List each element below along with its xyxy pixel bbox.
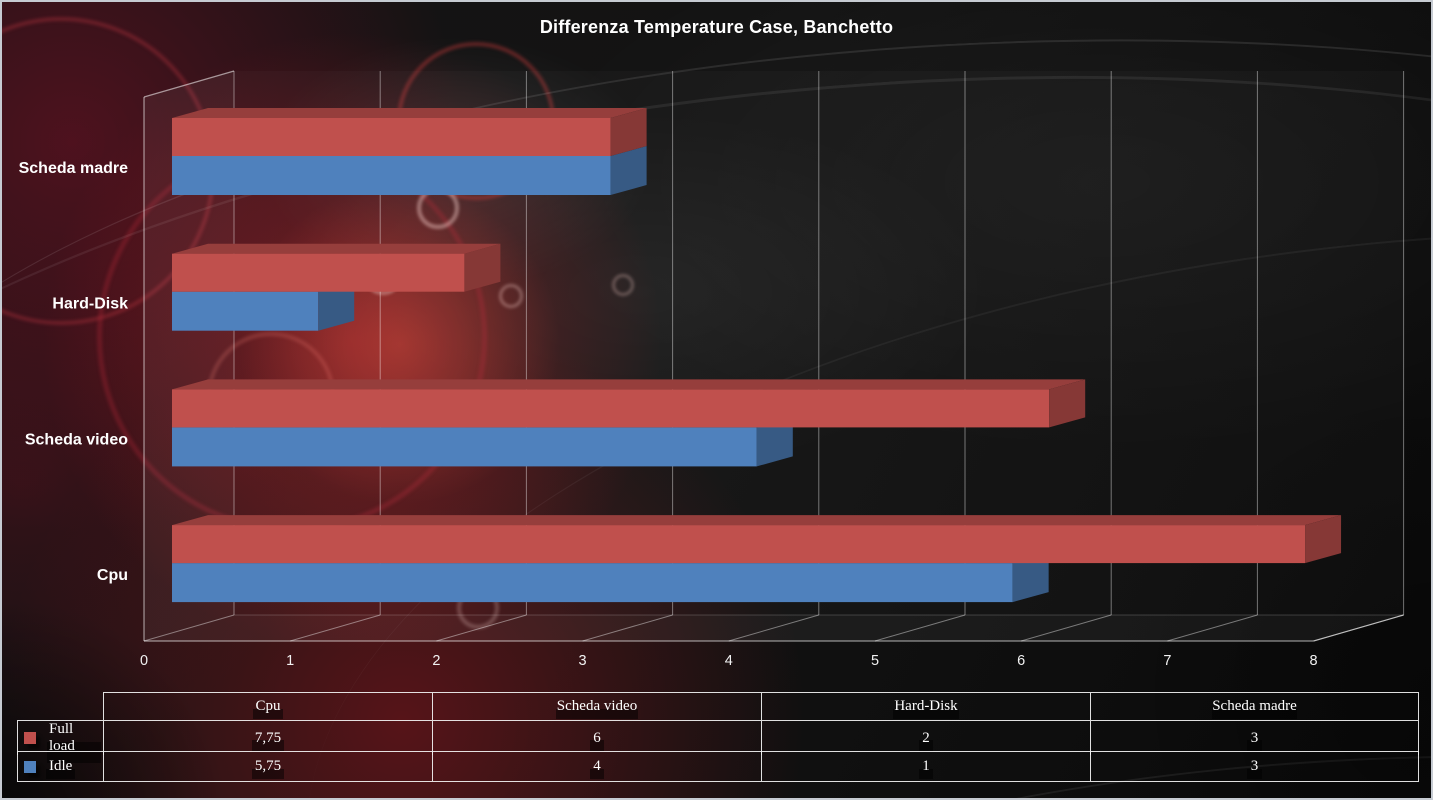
legend-cell-full-load: Full load xyxy=(17,720,103,764)
cell-idle-scheda-madre: 3 xyxy=(1090,751,1419,782)
cell-full-load-hard-disk-text: 2 xyxy=(918,730,934,751)
cell-idle-scheda-video: 4 xyxy=(432,751,761,782)
data-table: Cpu Scheda video Hard-Disk Scheda madre … xyxy=(17,692,1419,782)
table-row-idle: Idle 5,75 4 1 3 xyxy=(17,751,1419,782)
col-header-hard-disk-text: Hard-Disk xyxy=(890,698,961,720)
cell-full-load-scheda-madre-text: 3 xyxy=(1247,730,1263,751)
cell-full-load-scheda-video: 6 xyxy=(432,720,761,755)
cell-idle-hard-disk-text: 1 xyxy=(918,758,934,780)
chart-title: Differenza Temperature Case, Banchetto xyxy=(539,17,894,37)
cell-full-load-cpu: 7,75 xyxy=(103,720,432,755)
table-corner-cell xyxy=(17,692,103,720)
cell-full-load-hard-disk: 2 xyxy=(761,720,1090,755)
cell-idle-scheda-madre-text: 3 xyxy=(1247,758,1263,780)
legend-swatch-full-load xyxy=(24,732,36,744)
table-header-row: Cpu Scheda video Hard-Disk Scheda madre xyxy=(17,692,1419,720)
table-row-full-load: Full load 7,75 6 2 3 xyxy=(17,720,1419,764)
col-header-scheda-video: Scheda video xyxy=(432,692,761,720)
cell-full-load-cpu-text: 7,75 xyxy=(251,730,285,751)
cell-full-load-scheda-video-text: 6 xyxy=(589,730,605,751)
col-header-cpu: Cpu xyxy=(103,692,432,720)
col-header-scheda-video-text: Scheda video xyxy=(553,698,641,720)
legend-cell-idle: Idle xyxy=(17,751,103,782)
col-header-scheda-madre-text: Scheda madre xyxy=(1208,698,1301,720)
cell-full-load-scheda-madre: 3 xyxy=(1090,720,1419,755)
cell-idle-hard-disk: 1 xyxy=(761,751,1090,782)
row-label-full-load: Full load xyxy=(45,721,103,764)
cell-idle-scheda-video-text: 4 xyxy=(589,758,605,780)
col-header-hard-disk: Hard-Disk xyxy=(761,692,1090,720)
legend-swatch-idle xyxy=(24,760,36,773)
col-header-scheda-madre: Scheda madre xyxy=(1090,692,1419,720)
cell-idle-cpu: 5,75 xyxy=(103,751,432,782)
col-header-cpu-text: Cpu xyxy=(251,698,284,720)
cell-idle-cpu-text: 5,75 xyxy=(251,758,285,780)
row-label-idle: Idle xyxy=(45,758,76,780)
